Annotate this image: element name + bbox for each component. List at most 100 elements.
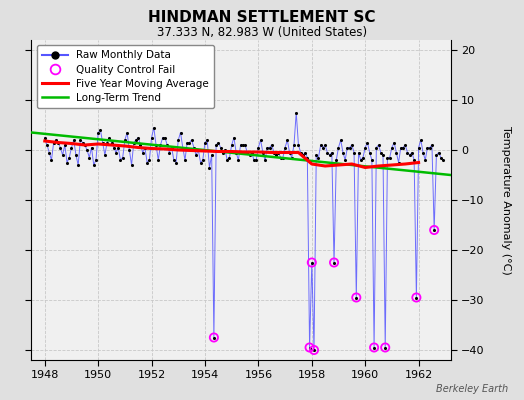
- Point: [352, 294, 361, 301]
- Point: [94, 129, 102, 136]
- Point: [368, 157, 376, 163]
- Point: [319, 144, 327, 151]
- Point: [212, 142, 220, 148]
- Point: [247, 149, 256, 156]
- Point: [49, 139, 58, 146]
- Point: [72, 152, 80, 158]
- Point: [268, 142, 276, 148]
- Point: [172, 159, 180, 166]
- Point: [179, 144, 187, 151]
- Point: [410, 157, 418, 163]
- Point: [399, 144, 407, 151]
- Point: [412, 294, 421, 301]
- Point: [439, 157, 447, 163]
- Point: [377, 149, 385, 156]
- Point: [138, 149, 147, 156]
- Point: [196, 159, 205, 166]
- Point: [370, 344, 378, 351]
- Point: [243, 149, 252, 156]
- Point: [201, 139, 209, 146]
- Point: [88, 144, 96, 151]
- Point: [430, 227, 439, 233]
- Point: [277, 154, 285, 161]
- Point: [238, 142, 247, 148]
- Point: [265, 144, 274, 151]
- Y-axis label: Temperature Anomaly (°C): Temperature Anomaly (°C): [501, 126, 511, 274]
- Point: [112, 149, 120, 156]
- Point: [312, 152, 321, 158]
- Point: [406, 152, 414, 158]
- Point: [372, 144, 380, 151]
- Point: [383, 154, 391, 161]
- Point: [45, 149, 53, 156]
- Point: [256, 137, 265, 143]
- Point: [65, 154, 73, 161]
- Point: [123, 129, 132, 136]
- Point: [56, 144, 64, 151]
- Point: [110, 144, 118, 151]
- Point: [308, 259, 316, 266]
- Point: [388, 144, 396, 151]
- Point: [259, 149, 267, 156]
- Text: Berkeley Earth: Berkeley Earth: [436, 384, 508, 394]
- Point: [314, 154, 323, 161]
- Text: HINDMAN SETTLEMENT SC: HINDMAN SETTLEMENT SC: [148, 10, 376, 25]
- Point: [423, 144, 432, 151]
- Point: [310, 347, 318, 353]
- Point: [403, 149, 412, 156]
- Point: [154, 157, 162, 163]
- Point: [161, 134, 169, 141]
- Point: [270, 149, 278, 156]
- Point: [214, 139, 223, 146]
- Point: [114, 144, 123, 151]
- Point: [132, 137, 140, 143]
- Point: [227, 142, 236, 148]
- Point: [281, 144, 289, 151]
- Point: [185, 139, 194, 146]
- Point: [199, 157, 207, 163]
- Point: [83, 147, 91, 153]
- Point: [283, 137, 291, 143]
- Point: [145, 157, 154, 163]
- Point: [339, 149, 347, 156]
- Point: [156, 142, 165, 148]
- Point: [223, 157, 232, 163]
- Point: [414, 144, 423, 151]
- Point: [210, 334, 218, 341]
- Point: [99, 139, 107, 146]
- Point: [330, 259, 338, 266]
- Point: [412, 294, 421, 301]
- Point: [290, 142, 298, 148]
- Point: [183, 139, 191, 146]
- Point: [350, 149, 358, 156]
- Point: [165, 149, 173, 156]
- Point: [363, 139, 372, 146]
- Point: [392, 149, 400, 156]
- Point: [434, 149, 443, 156]
- Point: [85, 154, 93, 161]
- Point: [81, 142, 89, 148]
- Point: [52, 137, 60, 143]
- Point: [347, 142, 356, 148]
- Point: [234, 157, 243, 163]
- Point: [103, 139, 111, 146]
- Point: [336, 137, 345, 143]
- Point: [345, 144, 354, 151]
- Point: [428, 142, 436, 148]
- Point: [252, 157, 260, 163]
- Point: [236, 142, 245, 148]
- Point: [381, 344, 389, 351]
- Point: [43, 142, 51, 148]
- Point: [134, 134, 143, 141]
- Point: [359, 154, 367, 161]
- Point: [203, 137, 211, 143]
- Point: [74, 162, 82, 168]
- Point: [61, 142, 69, 148]
- Point: [150, 124, 158, 131]
- Point: [118, 154, 127, 161]
- Point: [54, 139, 62, 146]
- Point: [321, 142, 330, 148]
- Point: [288, 154, 296, 161]
- Point: [216, 144, 225, 151]
- Point: [294, 142, 303, 148]
